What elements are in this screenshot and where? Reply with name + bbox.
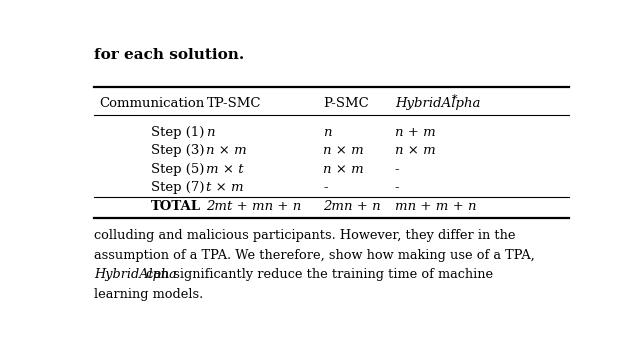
Text: assumption of a TPA. We therefore, show how making use of a TPA,: assumption of a TPA. We therefore, show … (94, 249, 534, 262)
Text: n + m: n + m (395, 126, 436, 139)
Text: n × m: n × m (323, 144, 364, 157)
Text: Step (1): Step (1) (151, 126, 204, 139)
Text: -: - (395, 163, 399, 176)
Text: Step (7): Step (7) (151, 181, 204, 194)
Text: Step (5): Step (5) (151, 163, 204, 176)
Text: TP-SMC: TP-SMC (207, 97, 261, 110)
Text: HybridAlpha: HybridAlpha (395, 97, 481, 110)
Text: for each solution.: for each solution. (94, 47, 244, 62)
Text: can significantly reduce the training time of machine: can significantly reduce the training ti… (143, 268, 493, 281)
Text: P-SMC: P-SMC (323, 97, 369, 110)
Text: *: * (452, 94, 458, 104)
Text: mn + m + n: mn + m + n (395, 200, 476, 213)
Text: 2mn + n: 2mn + n (323, 200, 381, 213)
Text: -: - (395, 181, 399, 194)
Text: n × m: n × m (395, 144, 436, 157)
Text: HybridAlpha: HybridAlpha (94, 268, 177, 281)
Text: learning models.: learning models. (94, 288, 203, 301)
Text: m × t: m × t (207, 163, 244, 176)
Text: n: n (207, 126, 215, 139)
Text: TOTAL: TOTAL (151, 200, 201, 213)
Text: n: n (323, 126, 332, 139)
Text: Communication: Communication (99, 97, 204, 110)
Text: 2mt + mn + n: 2mt + mn + n (207, 200, 301, 213)
Text: Step (3): Step (3) (151, 144, 204, 157)
Text: t × m: t × m (207, 181, 244, 194)
Text: -: - (323, 181, 328, 194)
Text: colluding and malicious participants. However, they differ in the: colluding and malicious participants. Ho… (94, 229, 515, 242)
Text: n × m: n × m (323, 163, 364, 176)
Text: n × m: n × m (207, 144, 247, 157)
